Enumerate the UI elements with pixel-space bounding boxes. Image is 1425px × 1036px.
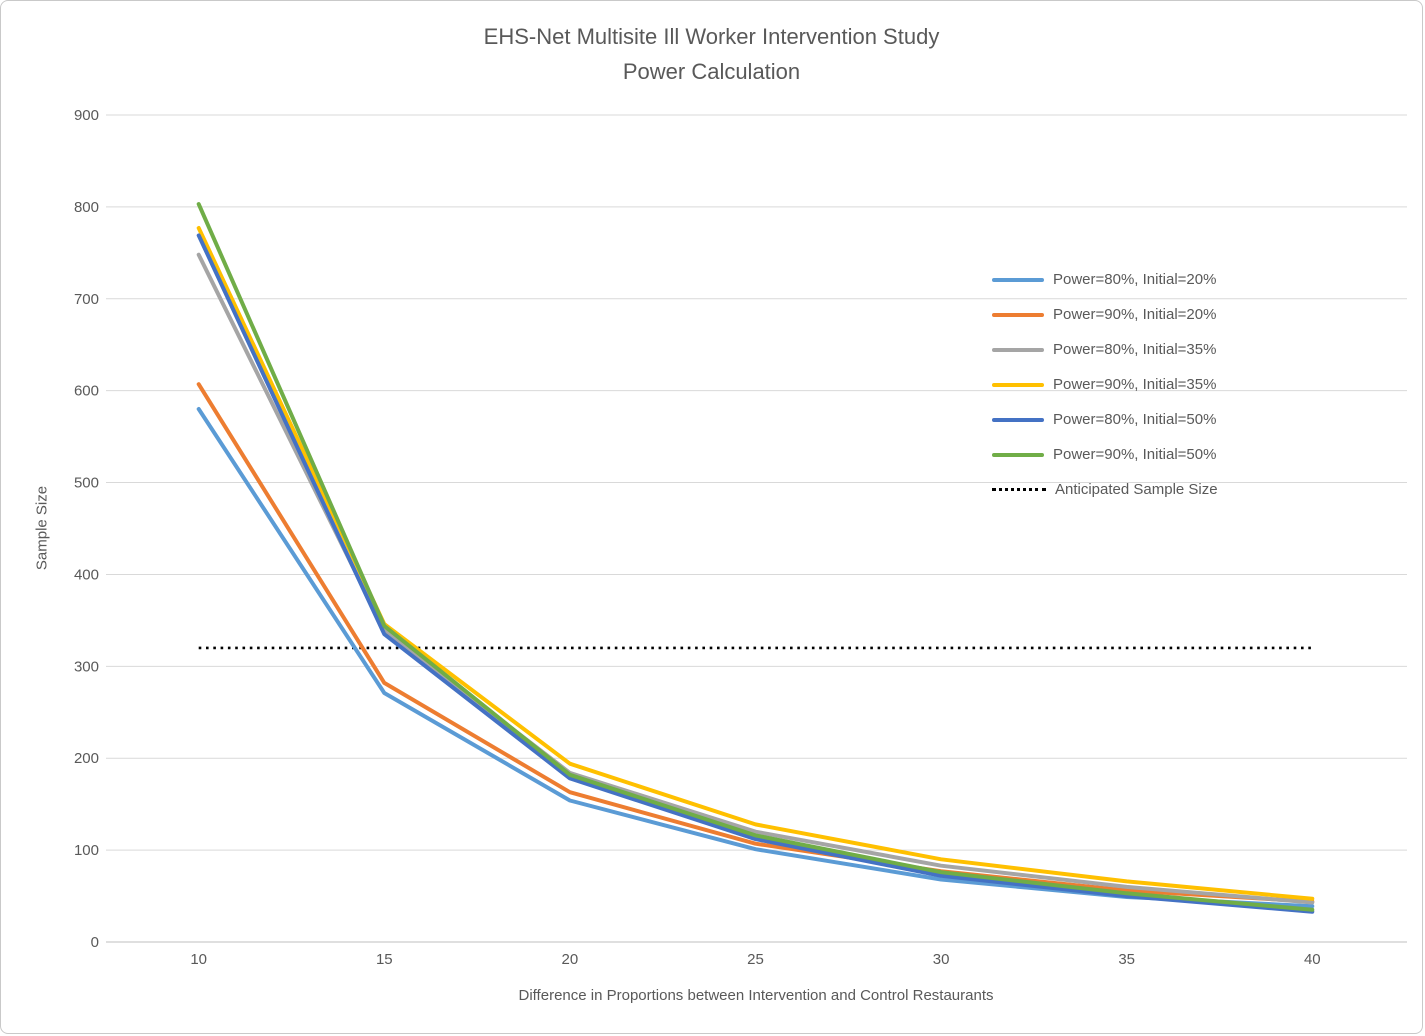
legend-line-sample bbox=[992, 452, 1044, 457]
y-tick-label: 700 bbox=[74, 291, 99, 308]
y-tick-label: 900 bbox=[74, 107, 99, 124]
y-tick-label: 200 bbox=[74, 750, 99, 767]
x-axis-title: Difference in Proportions between Interv… bbox=[518, 987, 994, 1004]
legend-label: Power=80%, Initial=20% bbox=[1053, 271, 1217, 288]
y-tick-label: 400 bbox=[74, 566, 99, 583]
y-tick-label: 500 bbox=[74, 475, 99, 492]
legend-label: Anticipated Sample Size bbox=[1055, 481, 1218, 498]
x-tick-label: 35 bbox=[1118, 951, 1135, 968]
series-line-power-90-initial-20 bbox=[196, 382, 1315, 904]
legend-item-power-80-initial-20: Power=80%, Initial=20% bbox=[992, 262, 1218, 297]
legend-line-sample bbox=[992, 347, 1044, 352]
y-tick-label: 100 bbox=[74, 842, 99, 859]
y-tick-label: 800 bbox=[74, 199, 99, 216]
legend-item-power-90-initial-50: Power=90%, Initial=50% bbox=[992, 437, 1218, 472]
legend-label: Power=90%, Initial=50% bbox=[1053, 446, 1217, 463]
legend-label: Power=90%, Initial=20% bbox=[1053, 306, 1217, 323]
legend-item-anticipated-sample-size: Anticipated Sample Size bbox=[992, 472, 1218, 507]
legend-line-sample bbox=[992, 277, 1044, 282]
y-axis-title: Sample Size bbox=[33, 485, 51, 571]
x-tick-label: 25 bbox=[747, 951, 764, 968]
legend-label: Power=90%, Initial=35% bbox=[1053, 376, 1217, 393]
legend-label: Power=80%, Initial=35% bbox=[1053, 341, 1217, 358]
legend-item-power-80-initial-50: Power=80%, Initial=50% bbox=[992, 402, 1218, 437]
legend-item-power-90-initial-35: Power=90%, Initial=35% bbox=[992, 367, 1218, 402]
chart-title-line2: Power Calculation bbox=[622, 59, 801, 84]
legend-item-power-80-initial-35: Power=80%, Initial=35% bbox=[992, 332, 1218, 367]
x-tick-label: 10 bbox=[190, 951, 207, 968]
legend-line-sample bbox=[992, 312, 1044, 317]
chart-title: EHS-Net Multisite Ill Worker Interventio… bbox=[1, 19, 1422, 89]
legend-line-sample bbox=[992, 417, 1044, 422]
series-line-power-90-initial-50 bbox=[196, 202, 1315, 912]
y-tick-label: 0 bbox=[91, 934, 99, 951]
legend-line-sample bbox=[992, 382, 1044, 387]
legend-label: Power=80%, Initial=50% bbox=[1053, 411, 1217, 428]
legend-item-power-90-initial-20: Power=90%, Initial=20% bbox=[992, 297, 1218, 332]
y-tick-label: 600 bbox=[74, 383, 99, 400]
x-tick-label: 15 bbox=[376, 951, 393, 968]
x-tick-label: 40 bbox=[1304, 951, 1321, 968]
chart-title-line1: EHS-Net Multisite Ill Worker Interventio… bbox=[483, 24, 940, 49]
x-tick-label: 20 bbox=[562, 951, 579, 968]
x-tick-label: 30 bbox=[933, 951, 950, 968]
legend: Power=80%, Initial=20% Power=90%, Initial… bbox=[992, 262, 1218, 507]
y-tick-label: 300 bbox=[74, 658, 99, 675]
legend-dotted-line-sample bbox=[992, 488, 1046, 491]
series-line-power-80-initial-50 bbox=[196, 233, 1315, 914]
